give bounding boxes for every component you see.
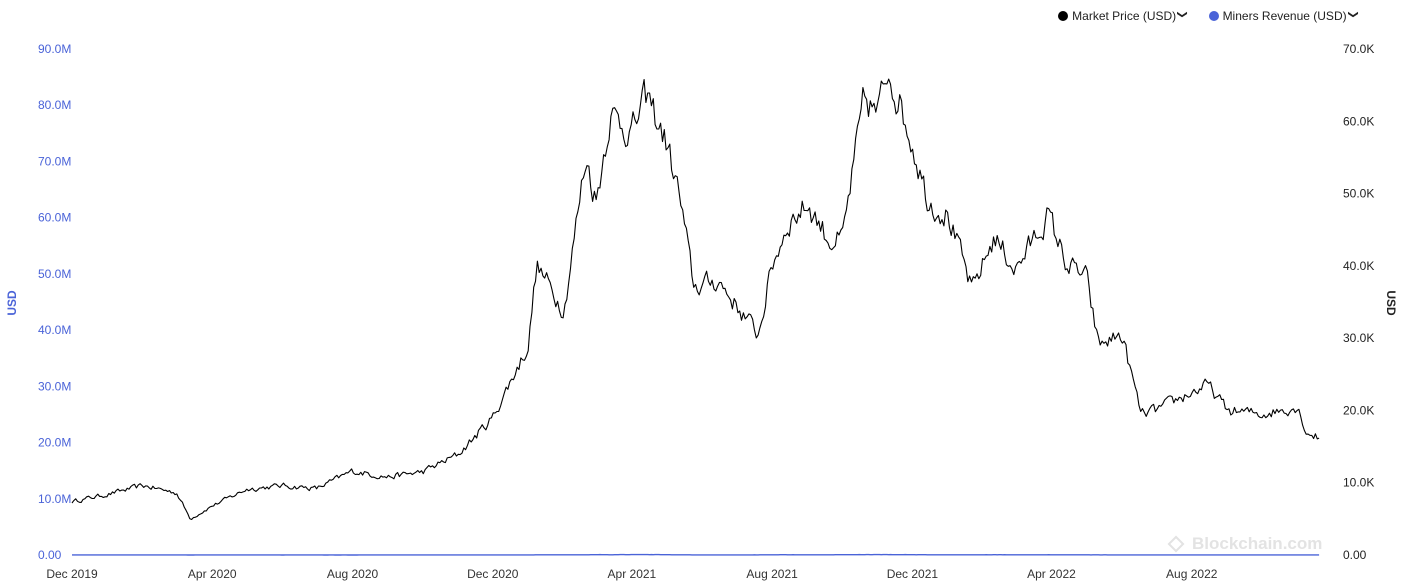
series-layer	[71, 78, 1320, 556]
right-tick-label: 60.0K	[1343, 114, 1374, 128]
right-tick-label: 40.0K	[1343, 259, 1374, 273]
left-tick-label: 20.0M	[38, 436, 71, 450]
left-tick-label: 70.0M	[38, 154, 71, 168]
left-axis-ticks: 0.00 10.0M 20.0M 30.0M 40.0M 50.0M 60.0M 70.0M 8…	[38, 42, 71, 562]
x-tick-label: Aug 2021	[746, 567, 798, 581]
x-tick-label: Aug 2020	[327, 567, 379, 581]
right-axis-title: USD	[1384, 290, 1398, 316]
left-tick-label: 60.0M	[38, 211, 71, 225]
x-tick-label: Dec 2020	[467, 567, 519, 581]
left-tick-label: 10.0M	[38, 492, 71, 506]
x-tick-label: Dec 2021	[887, 567, 939, 581]
right-axis-ticks: 0.00 10.0K 20.0K 30.0K 40.0K 50.0K 60.0K 70.0K	[1343, 42, 1374, 562]
x-tick-label: Aug 2022	[1166, 567, 1218, 581]
chevron-down-icon[interactable]: ❯	[1176, 9, 1188, 19]
left-tick-label: 30.0M	[38, 379, 71, 393]
legend-item-market-price[interactable]: Market Price (USD) ❯	[1058, 9, 1188, 23]
watermark: Blockchain.com	[1167, 534, 1323, 554]
legend-dot-miners-revenue	[1208, 11, 1219, 21]
left-tick-label: 40.0M	[38, 323, 71, 337]
legend: Market Price (USD) ❯ Miners Revenue (USD…	[1058, 9, 1359, 23]
right-tick-label: 70.0K	[1343, 42, 1374, 56]
watermark-text: Blockchain.com	[1192, 534, 1323, 553]
left-tick-label: 80.0M	[38, 98, 71, 112]
x-tick-label: Apr 2022	[1027, 567, 1076, 581]
left-axis-title: USD	[5, 290, 19, 316]
x-axis-ticks: Dec 2019 Apr 2020 Aug 2020 Dec 2020 Apr 2021…	[46, 567, 1217, 581]
legend-label-market-price: Market Price (USD)	[1072, 9, 1177, 23]
series-line-market-price	[71, 78, 1320, 521]
left-tick-label: 90.0M	[38, 42, 71, 56]
right-tick-label: 0.00	[1343, 548, 1367, 562]
blockchain-logo-icon	[1167, 535, 1185, 553]
right-tick-label: 10.0K	[1343, 476, 1374, 490]
left-tick-label: 0.00	[38, 548, 62, 562]
legend-dot-market-price	[1058, 11, 1069, 21]
legend-item-miners-revenue[interactable]: Miners Revenue (USD) ❯	[1208, 9, 1359, 23]
x-tick-label: Apr 2020	[188, 567, 237, 581]
chevron-down-icon[interactable]: ❯	[1347, 9, 1359, 19]
legend-label-miners-revenue: Miners Revenue (USD)	[1222, 9, 1347, 23]
left-tick-label: 50.0M	[38, 267, 71, 281]
x-tick-label: Apr 2021	[608, 567, 657, 581]
right-tick-label: 30.0K	[1343, 331, 1374, 345]
right-tick-label: 50.0K	[1343, 187, 1374, 201]
x-tick-label: Dec 2019	[46, 567, 98, 581]
right-tick-label: 20.0K	[1343, 403, 1374, 417]
